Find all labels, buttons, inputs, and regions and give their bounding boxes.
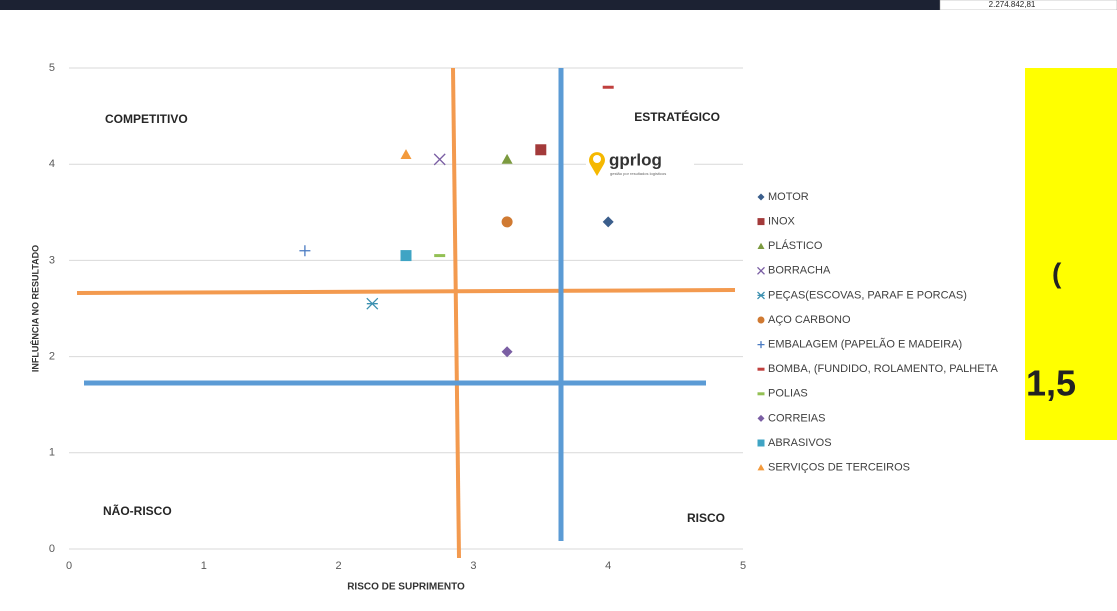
x-tick-label: 2 — [336, 560, 342, 572]
logo-pin-hole — [593, 155, 601, 163]
legend-marker — [757, 316, 765, 324]
legend-marker — [757, 291, 765, 300]
side-text-2: 1,5 — [1026, 363, 1076, 404]
x-tick-label: 4 — [605, 560, 611, 572]
quadrant-lines — [76, 67, 736, 559]
y-tick-label: 0 — [49, 543, 55, 555]
legend-marker — [757, 392, 765, 396]
legend-label: CORREIAS — [768, 412, 825, 424]
legend-marker — [757, 464, 765, 471]
point — [433, 153, 446, 166]
side-panel — [1025, 68, 1117, 440]
legend-label: MOTOR — [768, 191, 809, 203]
orange-horizontal — [76, 288, 736, 295]
quadrant-label: COMPETITIVO — [105, 112, 188, 126]
x-tick-label: 1 — [201, 560, 207, 572]
point — [400, 250, 412, 262]
legend-label: INOX — [768, 216, 796, 228]
legend-marker — [757, 367, 765, 371]
legend-label: POLIAS — [768, 388, 808, 400]
legend-marker — [757, 266, 765, 275]
point — [535, 144, 547, 156]
legend-label: ABRASIVOS — [768, 437, 832, 449]
legend-label: AÇO CARBONO — [768, 314, 851, 326]
y-tick-label: 1 — [49, 447, 55, 459]
x-tick-label: 5 — [740, 560, 746, 572]
point — [602, 216, 614, 228]
logo-tagline: gestão por resultados logísticos — [610, 171, 666, 176]
y-tick-label: 2 — [49, 351, 55, 363]
legend-label: EMBALAGEM (PAPELÃO E MADEIRA) — [768, 338, 962, 351]
legend-label: PLÁSTICO — [768, 239, 823, 252]
x-axis-title: RISCO DE SUPRIMENTO — [347, 582, 465, 593]
y-tick-label: 3 — [49, 254, 55, 266]
side-text-1: ( — [1052, 257, 1062, 288]
logo: gprlog gestão por resultados logísticos — [586, 146, 694, 182]
legend-label: PEÇAS(ESCOVAS, PARAF E PORCAS) — [768, 289, 967, 301]
legend-marker — [757, 414, 765, 422]
y-tick-label: 5 — [49, 62, 55, 74]
legend-marker — [757, 193, 765, 201]
x-tick-label: 0 — [66, 560, 72, 572]
legend-label: SERVIÇOS DE TERCEIROS — [768, 462, 910, 474]
legend-label: BOMBA, (FUNDIDO, ROLAMENTO, PALHETA — [768, 363, 998, 375]
legend-label: BORRACHA — [768, 265, 831, 277]
point — [299, 245, 311, 257]
logo-pin — [589, 152, 605, 176]
top-bar — [0, 0, 1117, 10]
orange-vertical — [451, 67, 461, 559]
x-tick-label: 3 — [470, 560, 476, 572]
legend-marker — [757, 439, 765, 447]
point — [434, 254, 446, 258]
point — [501, 216, 513, 228]
quadrant-label: NÃO-RISCO — [103, 503, 172, 518]
quadrant-label: ESTRATÉGICO — [634, 109, 720, 124]
point — [400, 149, 412, 159]
legend-marker — [757, 341, 765, 349]
point — [501, 153, 513, 164]
y-tick-label: 4 — [49, 158, 55, 170]
top-value: 2.274.842,81 — [989, 0, 1036, 9]
y-axis-title: INFLUÊNCIA NO RESULTADO — [29, 245, 40, 372]
quadrant-label: RISCO — [687, 511, 725, 525]
logo-name: gprlog — [609, 150, 662, 169]
point — [602, 85, 614, 89]
point — [501, 346, 513, 358]
legend-marker — [757, 218, 765, 226]
legend-marker — [757, 242, 765, 249]
point — [366, 297, 379, 310]
